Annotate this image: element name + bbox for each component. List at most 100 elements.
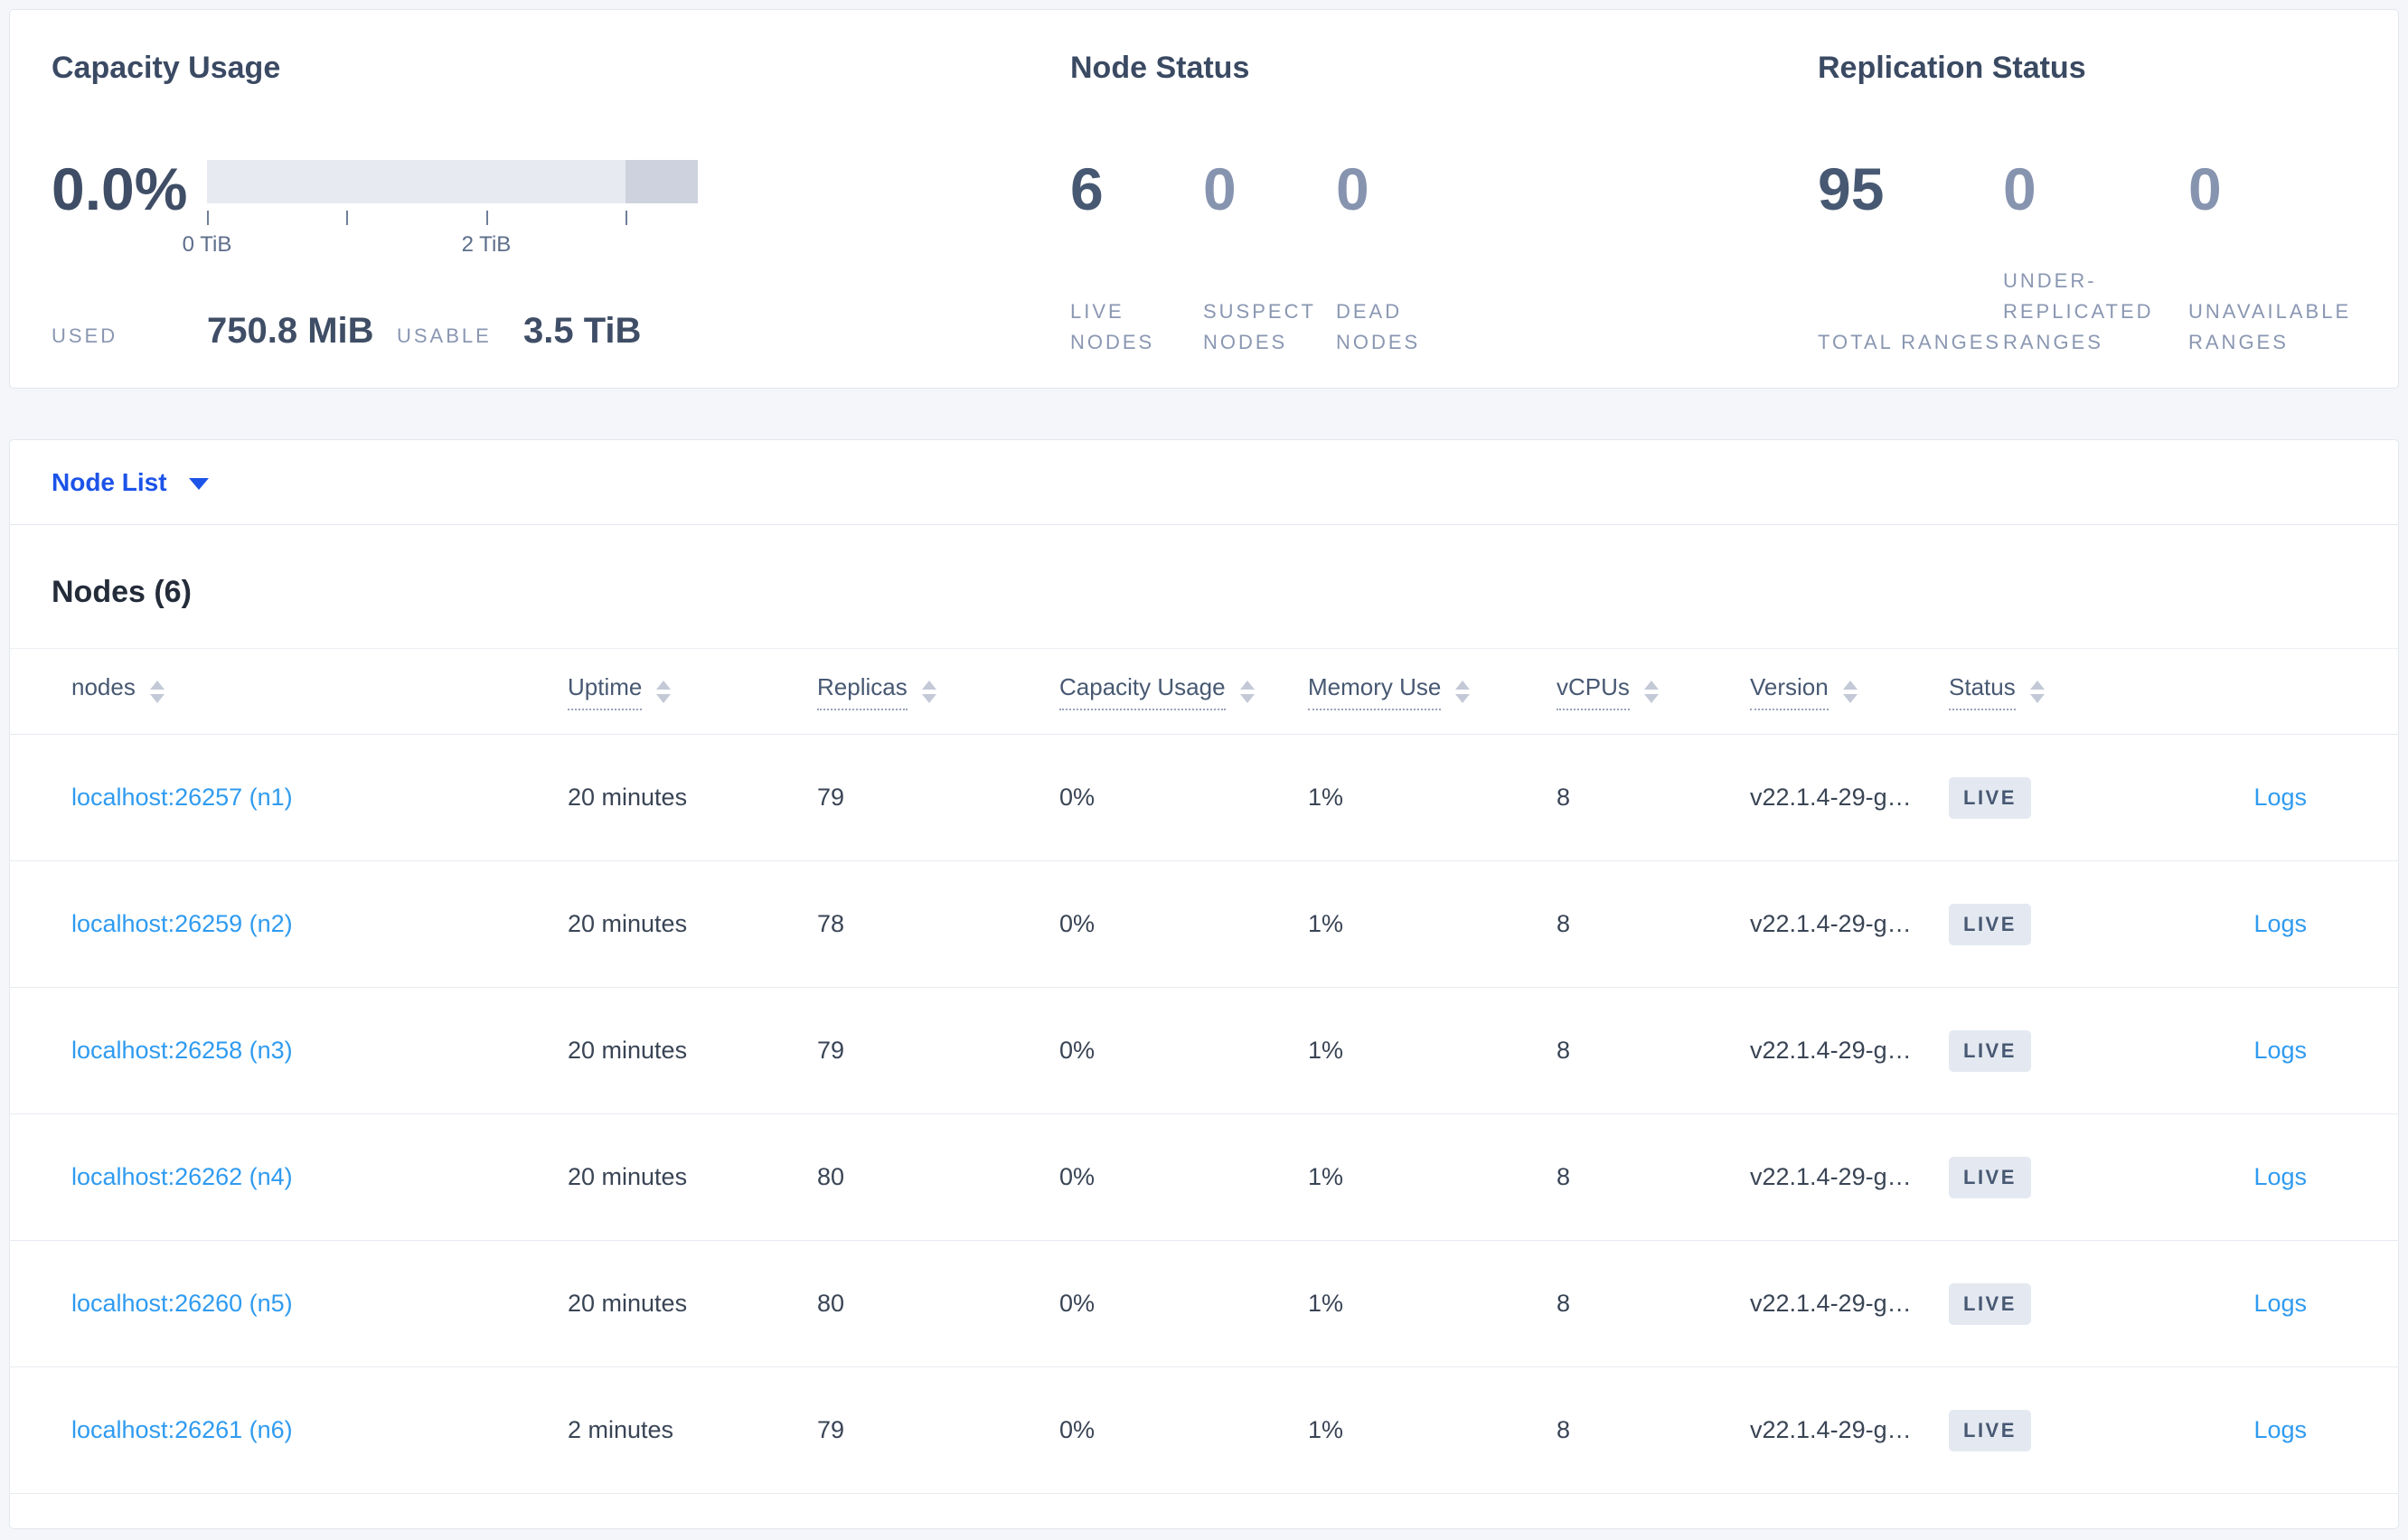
column-header-capacity[interactable]: Capacity Usage [1050,673,1299,710]
node-link[interactable]: localhost:26262 (n4) [71,1163,293,1190]
node-link[interactable]: localhost:26260 (n5) [71,1290,293,1317]
sort-down-arrow-icon [2029,693,2045,703]
sort-up-arrow-icon [1239,680,1255,690]
node-link[interactable]: localhost:26258 (n3) [71,1037,293,1064]
node-cell: localhost:26260 (n5) [62,1290,559,1318]
logs-link[interactable]: Logs [2253,1290,2307,1317]
sort-icon [1455,680,1471,703]
node-status-title: Node Status [1070,51,1250,85]
sort-icon [2029,680,2045,703]
node-list-dropdown-label: Node List [52,467,167,496]
vcpus-cell: 8 [1557,1037,1571,1064]
column-header-status[interactable]: Status [1940,673,2134,710]
sort-icon [1842,680,1858,703]
memory-use-cell: 1% [1308,1290,1344,1317]
column-header-memory[interactable]: Memory Use [1299,673,1547,710]
memory-use-cell: 1% [1308,784,1344,811]
logs-link[interactable]: Logs [2253,910,2307,937]
capacity-percent: 0.0% [52,155,188,222]
column-header-uptime[interactable]: Uptime [559,673,808,710]
vcpus-cell: 8 [1557,1416,1571,1443]
node-status-stats: 6 LIVE NODES 0 SUSPECT NODES 0 DEAD NODES [1070,146,1776,358]
logs-cell: Logs [2134,1037,2307,1065]
live-nodes-label: LIVE NODES [1070,300,1155,353]
replication-status-stats: 95 TOTAL RANGES 0 UNDER-REPLICATED RANGES 0 U… [1818,146,2398,358]
nodes-table-body: localhost:26257 (n1) 20 minutes 79 0% 1% 8 v22… [10,735,2398,1494]
sort-down-arrow-icon [149,693,165,703]
nodes-table-header-row: nodes Uptime Replicas Capacity Usage Memory … [10,649,2398,735]
uptime-cell: 20 minutes [568,784,688,811]
total-ranges-value: 95 [1818,155,1885,222]
capacity-usage-section: Capacity Usage 0.0% 0 TiB 2 TiB USED 750.… [10,10,1029,388]
usable-value: 3.5 TiB [523,311,642,351]
capacity-axis-tick [626,211,628,225]
suspect-nodes-value: 0 [1203,155,1237,222]
version-cell: v22.1.4-29-g… [1750,1163,1912,1190]
logs-cell: Logs [2134,784,2307,812]
dead-nodes-label: DEAD NODES [1336,300,1421,353]
column-label-status: Status [1949,673,2016,710]
dead-nodes-value: 0 [1336,155,1369,222]
suspect-nodes-label: SUSPECT NODES [1203,300,1316,353]
under-replicated-ranges-stat: 0 UNDER-REPLICATED RANGES [2003,146,2188,358]
status-cell: LIVE [1940,1029,2134,1072]
node-link[interactable]: localhost:26259 (n2) [71,910,293,937]
total-ranges-label: TOTAL RANGES [1818,331,2002,353]
node-link[interactable]: localhost:26257 (n1) [71,784,293,811]
node-list-dropdown[interactable]: Node List [52,468,209,497]
column-header-version[interactable]: Version [1741,673,1940,710]
sort-icon [656,680,672,703]
column-label-memory: Memory Use [1308,673,1442,710]
table-row: localhost:26259 (n2) 20 minutes 78 0% 1% 8 v22… [10,861,2398,988]
node-cell: localhost:26258 (n3) [62,1037,559,1065]
node-list-header: Node List [10,440,2398,525]
sort-up-arrow-icon [921,680,936,690]
node-list-body: Nodes (6) nodes Uptime Replicas Capacity Us… [10,525,2398,1494]
live-nodes-stat: 6 LIVE NODES [1070,146,1203,358]
status-cell: LIVE [1940,1156,2134,1198]
logs-cell: Logs [2134,1416,2307,1444]
column-header-node[interactable]: nodes [62,673,559,710]
uptime-cell: 20 minutes [568,1163,688,1190]
version-cell: v22.1.4-29-g… [1750,784,1912,811]
column-label-capacity: Capacity Usage [1059,673,1226,710]
sort-up-arrow-icon [2029,680,2045,690]
replicas-cell: 79 [817,1416,845,1443]
sort-up-arrow-icon [149,680,165,690]
logs-link[interactable]: Logs [2253,1037,2307,1064]
column-label-version: Version [1750,673,1829,710]
replicas-cell: 78 [817,910,845,937]
sort-icon [149,680,165,703]
capacity-usage-chart: 0.0% 0 TiB 2 TiB [52,146,1029,257]
version-cell: v22.1.4-29-g… [1750,1290,1912,1317]
logs-link[interactable]: Logs [2253,1416,2307,1443]
status-cell: LIVE [1940,776,2134,819]
node-link[interactable]: localhost:26261 (n6) [71,1416,293,1443]
logs-link[interactable]: Logs [2253,1163,2307,1190]
sort-up-arrow-icon [656,680,672,690]
sort-up-arrow-icon [1455,680,1471,690]
capacity-usage-cell: 0% [1059,1163,1096,1190]
under-replicated-ranges-label: UNDER-REPLICATED RANGES [2003,269,2154,353]
column-header-vcpus[interactable]: vCPUs [1547,673,1741,710]
memory-use-cell: 1% [1308,910,1344,937]
used-label: USED [52,324,118,347]
capacity-bar-segment-usable-free [207,160,626,203]
memory-use-cell: 1% [1308,1416,1344,1443]
node-list-panel: Node List Nodes (6) nodes Uptime Replicas C… [9,439,2399,1529]
nodes-heading: Nodes (6) [52,575,192,609]
column-header-replicas[interactable]: Replicas [808,673,1050,710]
vcpus-cell: 8 [1557,1290,1571,1317]
unavailable-ranges-value: 0 [2188,155,2222,222]
sort-down-arrow-icon [656,693,672,703]
logs-link[interactable]: Logs [2253,784,2307,811]
column-label-uptime: Uptime [568,673,643,710]
table-row: localhost:26258 (n3) 20 minutes 79 0% 1% 8 v22… [10,988,2398,1114]
replicas-cell: 80 [817,1290,845,1317]
table-row: localhost:26261 (n6) 2 minutes 79 0% 1% 8 v22.… [10,1367,2398,1494]
replication-status-section: Replication Status 95 TOTAL RANGES 0 UNDER-… [1776,10,2398,388]
sort-icon [1643,680,1659,703]
dead-nodes-stat: 0 DEAD NODES [1336,146,1469,358]
capacity-axis-tick [346,211,349,225]
total-ranges-stat: 95 TOTAL RANGES [1818,146,2003,358]
